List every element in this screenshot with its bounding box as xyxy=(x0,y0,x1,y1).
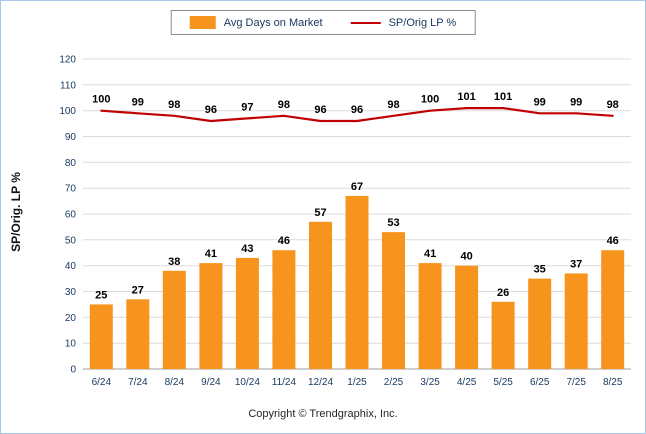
y-tick-label: 60 xyxy=(65,210,77,221)
bar-value-label: 53 xyxy=(387,217,399,229)
y-tick-label: 50 xyxy=(65,235,77,246)
legend-item-bar: Avg Days on Market xyxy=(189,16,323,29)
y-axis-title-wrap: SP/Orig. LP % xyxy=(3,47,29,377)
x-tick-label: 5/25 xyxy=(493,377,513,388)
x-tick-label: 2/25 xyxy=(384,377,404,388)
bar-value-label: 67 xyxy=(351,181,363,193)
bar xyxy=(455,265,479,369)
y-tick-label: 120 xyxy=(59,55,76,66)
x-tick-label: 8/24 xyxy=(165,377,185,388)
chart-canvas: 0 10 20 30 40 50 60 70 80 90 100 110 120 25 27 38 41 43 46… xyxy=(59,55,631,388)
legend: Avg Days on Market SP/Orig LP % xyxy=(170,10,476,35)
bar xyxy=(418,263,442,369)
bar-value-label: 27 xyxy=(132,284,144,296)
y-axis-title: SP/Orig. LP % xyxy=(9,172,23,252)
y-tick-label: 20 xyxy=(65,313,77,324)
bar-value-label: 46 xyxy=(607,235,619,247)
legend-item-line: SP/Orig LP % xyxy=(350,16,457,29)
copyright: Copyright © Trendgraphix, Inc. xyxy=(248,408,398,420)
bar-value-label: 25 xyxy=(95,289,107,301)
y-tick-label: 90 xyxy=(65,132,77,143)
x-tick-label: 11/24 xyxy=(272,377,297,388)
trend-line xyxy=(100,106,614,123)
bar-value-label: 41 xyxy=(205,248,217,260)
x-tick-label: 6/24 xyxy=(92,377,112,388)
bar-value-label: 35 xyxy=(534,264,546,276)
y-tick-label: 10 xyxy=(65,339,77,350)
x-tick-label: 10/24 xyxy=(235,377,260,388)
line-value-label: 98 xyxy=(607,99,619,111)
y-tick-label: 70 xyxy=(65,184,77,195)
x-tick-label: 12/24 xyxy=(308,377,333,388)
bar xyxy=(309,221,332,369)
bar xyxy=(199,263,223,369)
line-value-label: 98 xyxy=(278,99,290,111)
line-value-label: 101 xyxy=(494,91,512,103)
line-value-label: 96 xyxy=(205,104,217,116)
line-series-swatch xyxy=(350,21,381,24)
x-tick-label: 8/25 xyxy=(603,377,623,388)
bar xyxy=(235,257,259,369)
x-tick-label: 9/24 xyxy=(201,377,221,388)
bar-value-label: 38 xyxy=(168,256,180,268)
line-value-label: 99 xyxy=(570,96,582,108)
y-tick-label: 100 xyxy=(59,106,76,117)
bar xyxy=(528,278,552,369)
bar-value-label: 43 xyxy=(241,243,253,255)
x-tick-label: 4/25 xyxy=(457,377,477,388)
x-tick-label: 1/25 xyxy=(347,377,367,388)
bar-value-label: 37 xyxy=(570,258,582,270)
line-value-label: 98 xyxy=(387,99,399,111)
bar xyxy=(491,301,515,369)
bar-value-label: 57 xyxy=(314,207,326,219)
y-tick-label: 40 xyxy=(65,261,77,272)
bar xyxy=(382,232,405,369)
line-value-label: 98 xyxy=(168,99,180,111)
y-tick-label: 110 xyxy=(60,80,76,91)
line-value-label: 96 xyxy=(351,104,363,116)
line-value-label: 99 xyxy=(132,96,144,108)
x-tick-label: 7/25 xyxy=(566,377,586,388)
bar xyxy=(126,299,150,369)
bar-value-label: 40 xyxy=(460,251,472,263)
x-tick-label: 6/25 xyxy=(530,377,550,388)
line-value-label: 97 xyxy=(241,101,253,113)
line-value-label: 100 xyxy=(92,94,110,106)
bar-value-label: 41 xyxy=(424,248,436,260)
x-tick-label: 7/24 xyxy=(128,377,148,388)
bar xyxy=(564,273,588,369)
line-value-label: 100 xyxy=(421,94,439,106)
line-value-label: 99 xyxy=(534,96,546,108)
bar xyxy=(89,304,113,369)
y-tick-label: 30 xyxy=(65,287,77,298)
legend-line-label: SP/Orig LP % xyxy=(388,16,457,29)
line-value-label: 96 xyxy=(314,104,326,116)
bar xyxy=(345,195,369,369)
x-tick-label: 3/25 xyxy=(420,377,440,388)
legend-bar-label: Avg Days on Market xyxy=(223,16,323,29)
bar-value-label: 26 xyxy=(497,287,509,299)
bar xyxy=(272,250,296,369)
bar-series-swatch xyxy=(189,16,216,29)
y-tick-label: 0 xyxy=(70,365,76,376)
y-tick-label: 80 xyxy=(65,158,77,169)
bar xyxy=(601,250,625,369)
bar xyxy=(162,270,186,369)
bar-value-label: 46 xyxy=(278,235,290,247)
line-value-label: 101 xyxy=(457,91,475,103)
